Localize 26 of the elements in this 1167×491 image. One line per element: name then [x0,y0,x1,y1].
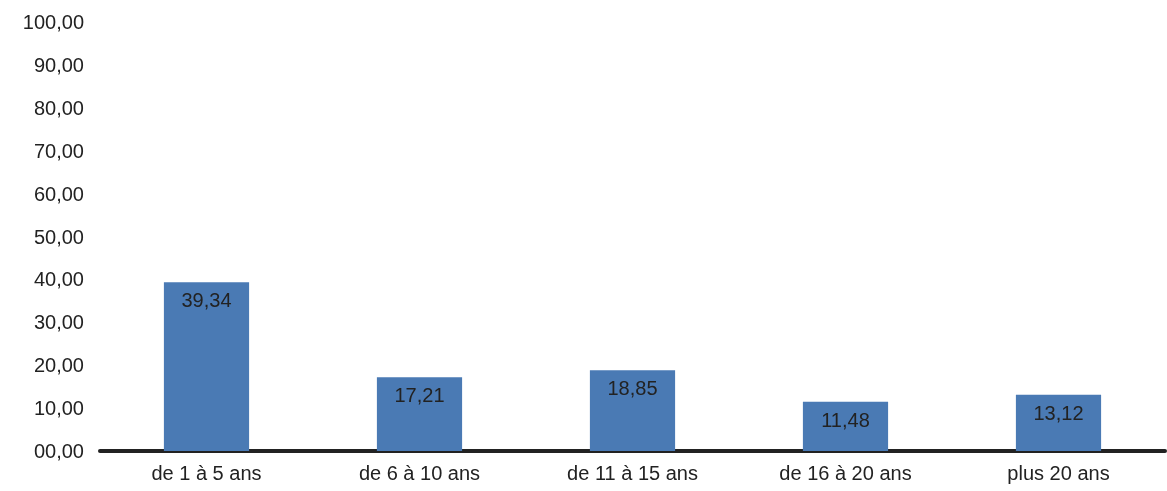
data-label: 18,85 [607,377,658,400]
y-tick-label: 100,00 [22,11,84,33]
y-tick-label: 80,00 [33,96,84,119]
bar [1015,394,1102,451]
x-tick-label: de 11 à 15 ans [567,462,698,484]
data-label: 17,21 [394,384,445,407]
y-tick-label: 40,00 [33,268,84,291]
bar [589,370,676,451]
bar [376,377,463,451]
x-tick-label: de 16 à 20 ans [779,462,912,484]
data-label: 11,48 [821,408,870,431]
x-tick-label: plus 20 ans [1007,462,1110,484]
y-tick-label: 30,00 [33,311,84,334]
bar [802,401,889,451]
x-tick-label: de 1 à 5 ans [151,462,262,484]
data-label: 13,12 [1033,401,1084,424]
y-tick-label: 50,00 [33,225,84,248]
y-tick-label: 60,00 [33,182,84,205]
y-tick-label: 90,00 [33,53,84,76]
data-label: 39,34 [181,289,232,312]
bar [163,282,250,451]
y-tick-label: 20,00 [33,354,84,377]
x-tick-label: de 6 à 10 ans [358,462,481,484]
y-tick-label: 00,00 [33,440,84,462]
y-tick-label: 70,00 [33,139,84,162]
y-tick-label: 10,00 [33,397,84,420]
